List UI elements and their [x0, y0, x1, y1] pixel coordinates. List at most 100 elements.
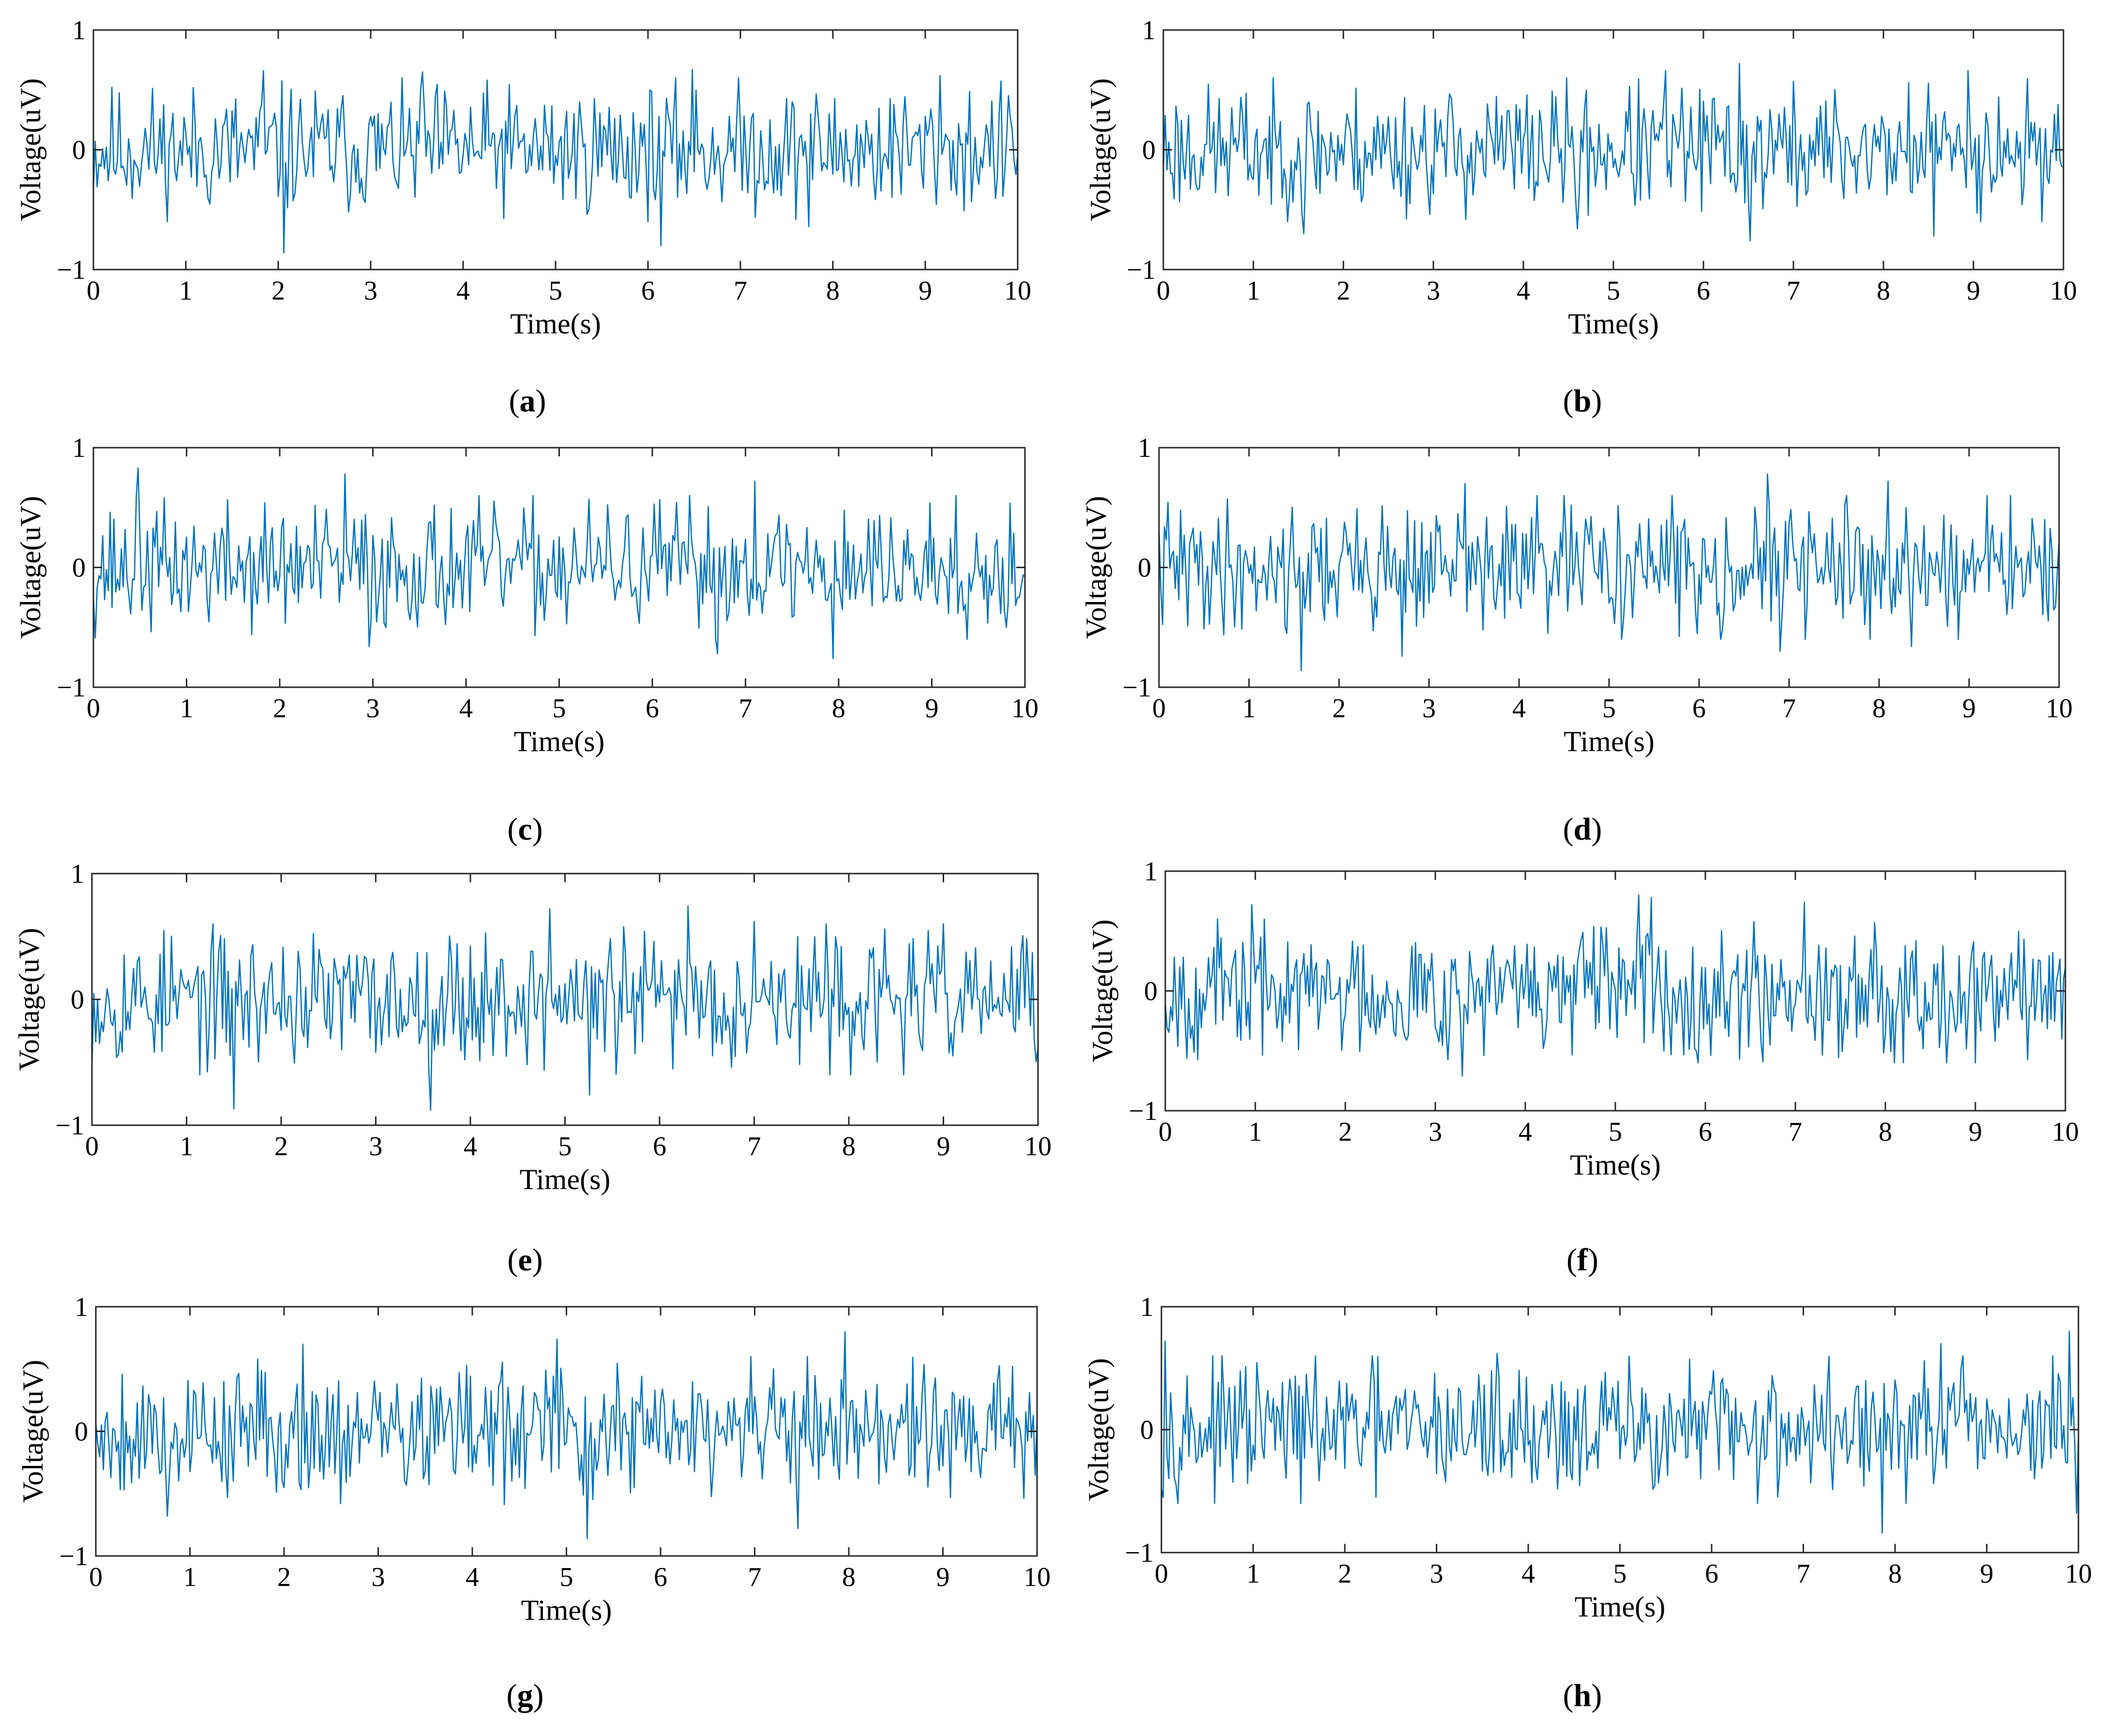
x-tick-label: 4 [1512, 694, 1526, 724]
x-tick-label: 4 [466, 1562, 479, 1592]
x-tick-label: 5 [1609, 1117, 1622, 1147]
x-tick-label: 2 [1337, 276, 1350, 306]
x-tick-label: 2 [274, 1132, 288, 1162]
y-tick-label: 1 [1142, 15, 1156, 45]
y-axis-label: Voltage(uV) [15, 496, 46, 639]
x-axis-label: Time(s) [510, 308, 601, 340]
signal-trace [93, 69, 1018, 254]
x-tick-label: 2 [273, 694, 286, 724]
x-tick-label: 5 [1613, 1559, 1627, 1589]
y-axis-label: Voltage(uV) [13, 928, 45, 1071]
y-tick-label: 1 [75, 1292, 88, 1322]
x-tick-label: 4 [459, 694, 473, 724]
panel-caption: (f) [1566, 1242, 1598, 1278]
y-tick-label: −1 [1129, 1096, 1158, 1126]
y-tick-label: 0 [75, 1417, 88, 1447]
x-axis-label: Time(s) [1575, 1591, 1666, 1623]
panel-caption: (h) [1563, 1678, 1602, 1713]
signal-trace [96, 1331, 1037, 1540]
y-tick-label: 0 [1144, 977, 1158, 1007]
x-tick-label: 1 [180, 1132, 194, 1162]
x-tick-label: 6 [641, 276, 655, 306]
y-tick-label: 1 [72, 15, 86, 45]
x-axis-label: Time(s) [1568, 308, 1659, 340]
y-axis-label: Voltage(uV) [1086, 920, 1118, 1063]
y-tick-label: −1 [1127, 255, 1156, 285]
x-tick-label: 10 [1004, 276, 1031, 306]
y-tick-label: 1 [71, 859, 84, 889]
x-tick-label: 1 [183, 1562, 197, 1592]
panel-caption: (c) [507, 812, 542, 847]
x-tick-label: 0 [1159, 1117, 1172, 1147]
signal-trace [1159, 473, 2059, 671]
y-tick-label: 0 [71, 985, 84, 1015]
x-tick-label: 5 [1607, 276, 1620, 306]
x-tick-label: 9 [1967, 276, 1980, 306]
y-tick-label: −1 [59, 1541, 88, 1571]
signal-trace [1161, 1330, 2078, 1534]
x-tick-label: 7 [739, 694, 752, 724]
x-tick-label: 10 [2050, 276, 2077, 306]
panel-caption: (d) [1563, 812, 1602, 847]
x-tick-label: 1 [1242, 694, 1256, 724]
y-tick-label: −1 [1122, 673, 1151, 703]
x-tick-label: 5 [558, 1132, 572, 1162]
x-axis-label: Time(s) [1570, 1149, 1661, 1181]
x-tick-label: 0 [85, 1132, 99, 1162]
x-tick-label: 3 [1429, 1117, 1442, 1147]
panel-caption: (b) [1563, 383, 1602, 419]
x-tick-label: 10 [1011, 694, 1038, 724]
x-tick-label: 0 [87, 694, 100, 724]
x-tick-label: 8 [1872, 694, 1886, 724]
x-tick-label: 2 [277, 1562, 291, 1592]
signal-trace [1163, 63, 2063, 242]
x-tick-label: 3 [364, 276, 377, 306]
x-tick-label: 5 [553, 694, 566, 724]
x-tick-label: 8 [826, 276, 840, 306]
x-tick-label: 1 [1247, 276, 1260, 306]
x-tick-label: 5 [1602, 694, 1616, 724]
signal-trace [93, 467, 1025, 659]
x-tick-label: 4 [456, 276, 470, 306]
signal-trace [92, 906, 1038, 1111]
x-tick-label: 3 [366, 694, 380, 724]
x-tick-label: 7 [748, 1132, 761, 1162]
x-tick-label: 0 [89, 1562, 103, 1592]
x-tick-label: 4 [1521, 1559, 1535, 1589]
x-tick-label: 4 [464, 1132, 477, 1162]
y-tick-label: −1 [57, 673, 86, 703]
x-tick-label: 10 [1023, 1562, 1051, 1592]
signal-trace [1165, 894, 2065, 1077]
x-tick-label: 4 [1519, 1117, 1532, 1147]
x-tick-label: 10 [2052, 1117, 2079, 1147]
x-tick-label: 9 [1969, 1117, 1982, 1147]
y-axis-label: Voltage(uV) [15, 78, 46, 222]
x-tick-label: 7 [1787, 276, 1800, 306]
x-tick-label: 6 [1705, 1559, 1718, 1589]
x-tick-label: 1 [180, 694, 194, 724]
x-tick-label: 8 [842, 1562, 856, 1592]
x-tick-label: 9 [1962, 694, 1976, 724]
x-tick-label: 8 [842, 1132, 856, 1162]
y-axis-label: Voltage(uV) [1084, 78, 1116, 222]
y-axis-label: Voltage(uV) [1080, 496, 1112, 639]
x-tick-label: 10 [2046, 694, 2073, 724]
x-tick-label: 5 [560, 1562, 573, 1592]
y-tick-label: 1 [1138, 433, 1151, 463]
x-axis-label: Time(s) [520, 1163, 611, 1195]
x-tick-label: 2 [1338, 1559, 1352, 1589]
x-tick-label: 7 [1797, 1559, 1810, 1589]
y-axis-label: Voltage(uV) [17, 1360, 49, 1503]
x-tick-label: 10 [1024, 1132, 1052, 1162]
x-tick-label: 6 [654, 1562, 667, 1592]
x-tick-label: 9 [925, 694, 939, 724]
x-tick-label: 1 [1247, 1559, 1260, 1589]
y-tick-label: 0 [1140, 1415, 1154, 1445]
x-tick-label: 1 [179, 276, 193, 306]
